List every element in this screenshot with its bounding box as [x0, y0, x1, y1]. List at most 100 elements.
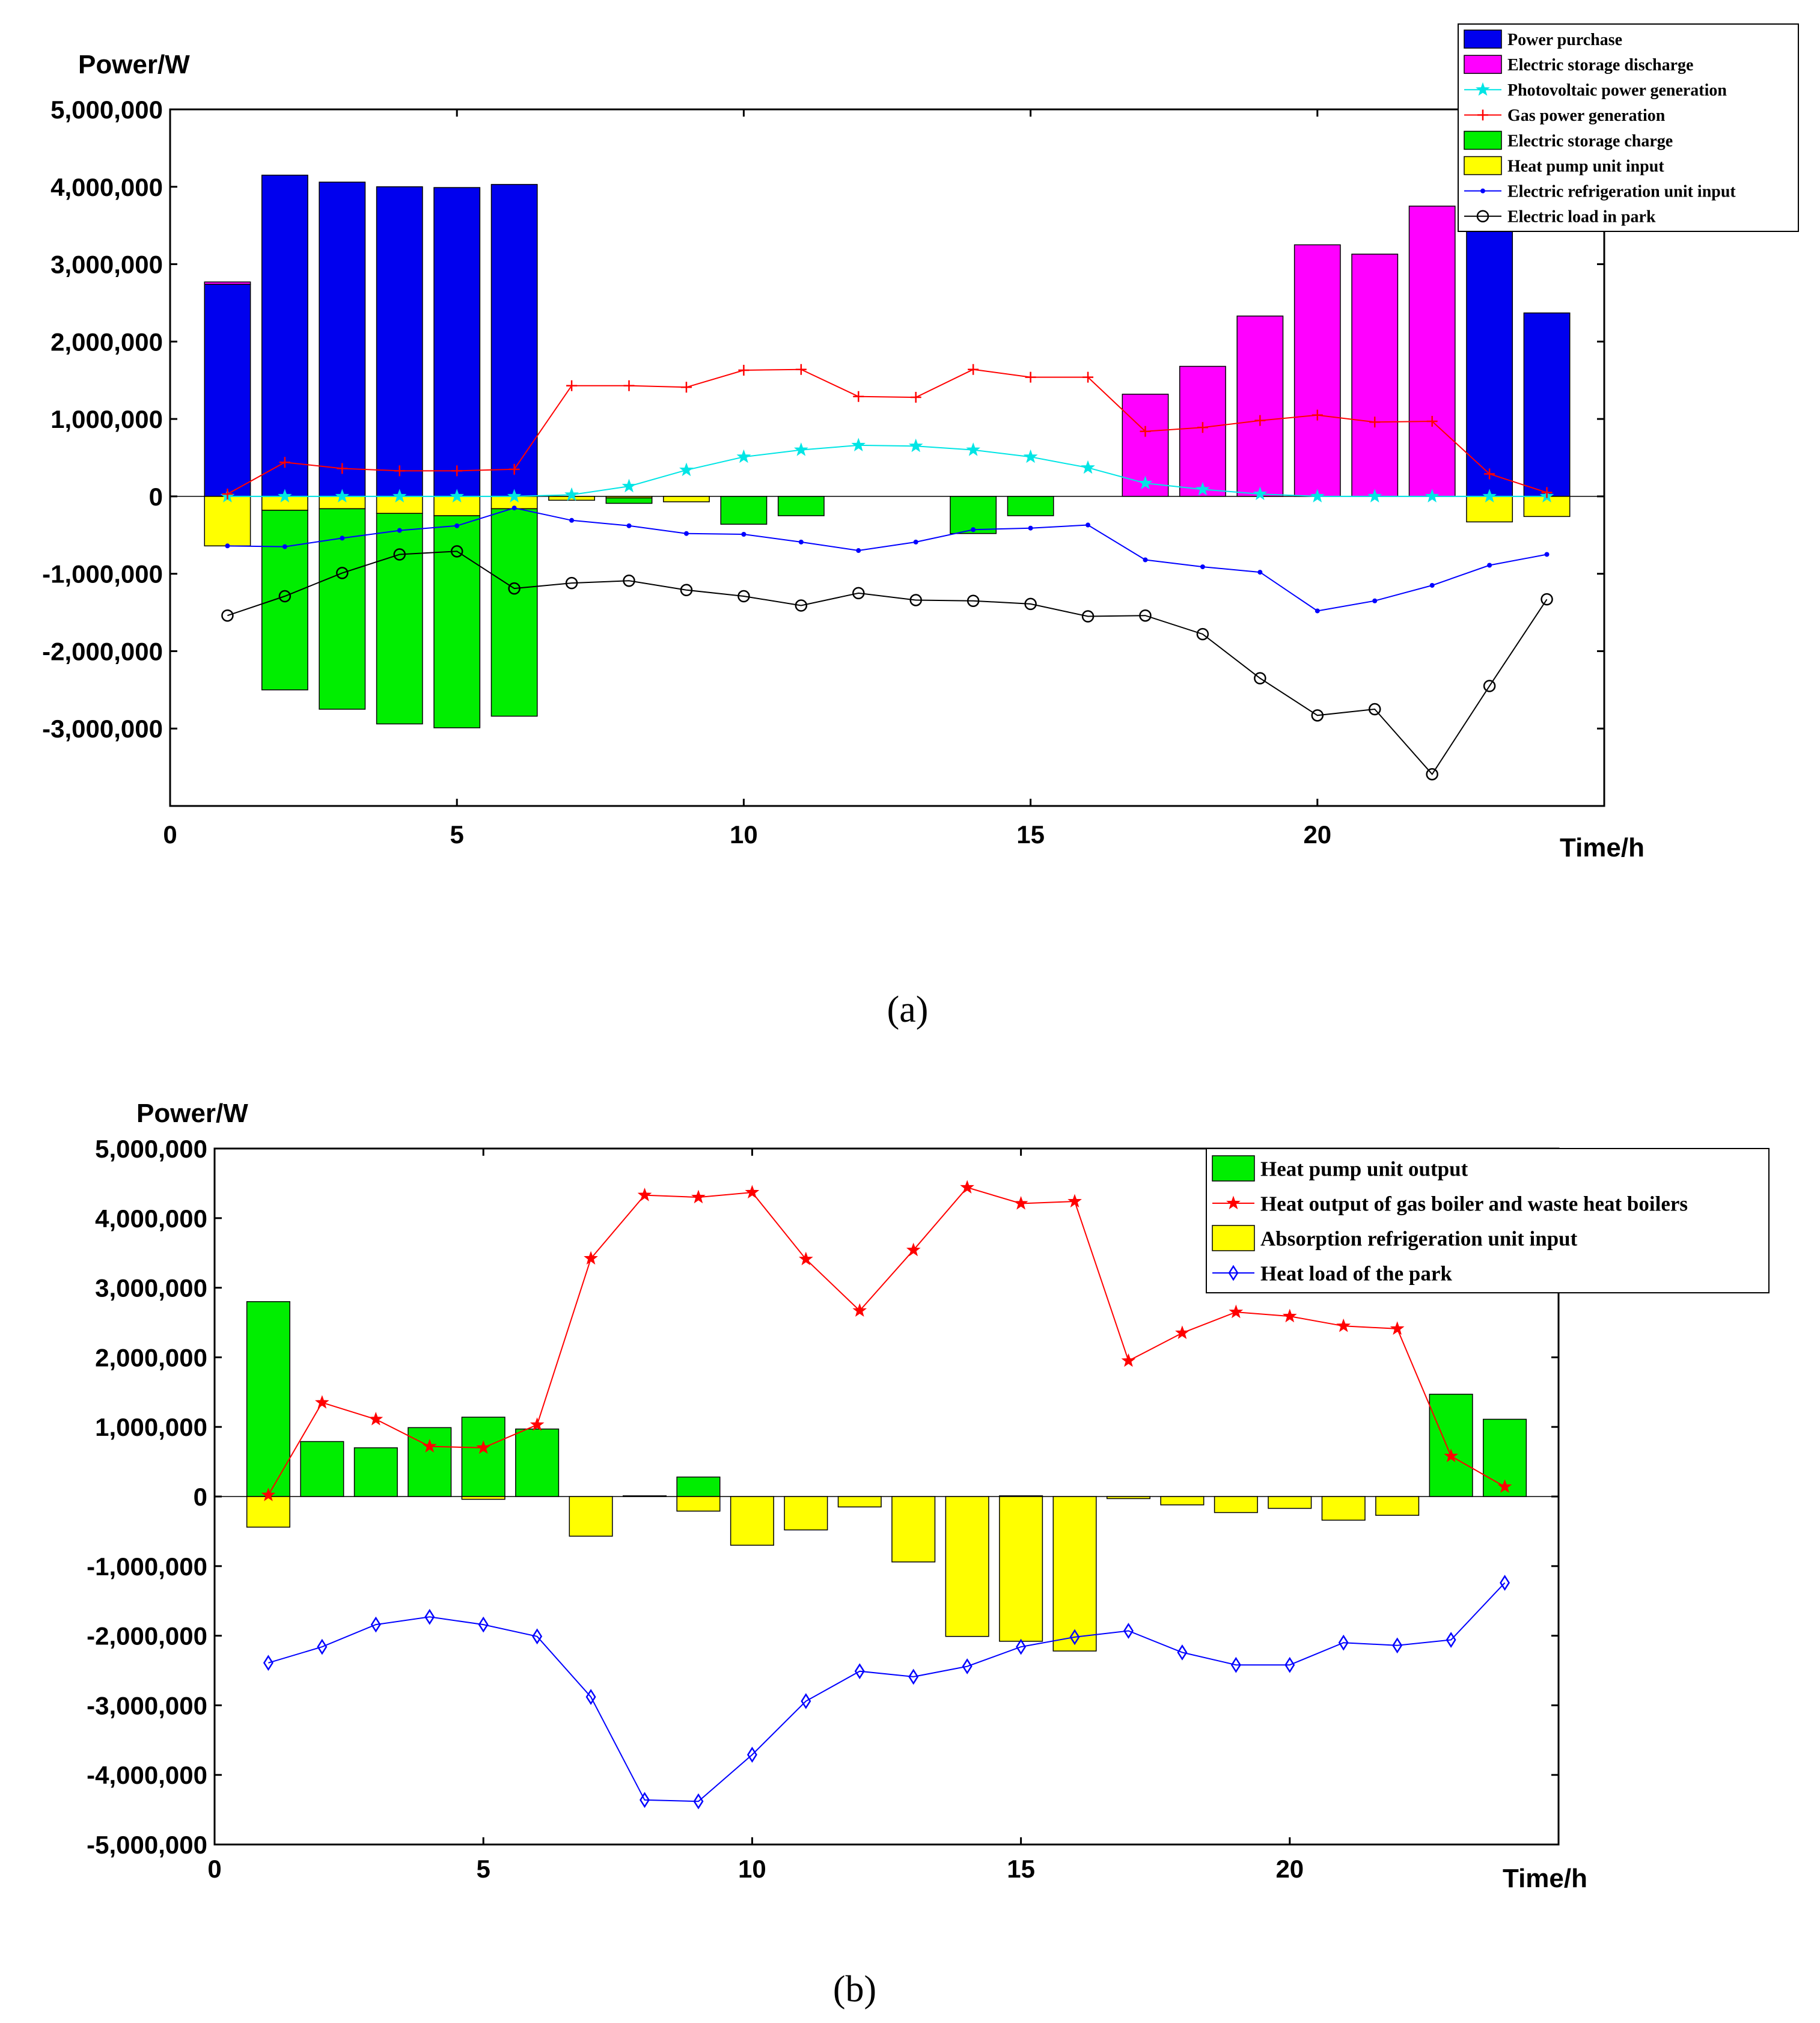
- heat-output-of-gas-boiler-and-waste-heat-boilers-point: [1067, 1194, 1082, 1208]
- heat-load-of-the-park-point: [693, 1793, 704, 1810]
- panel-a-chart: 5,000,000 4,000,000 3,000,000 2,000,000 1,00…: [42, 23, 1799, 1030]
- panel-a-x-axis-label: Time/h: [1560, 833, 1644, 862]
- photovoltaic-power-generation-point: [793, 442, 808, 456]
- power-purchase-bar: [261, 174, 308, 497]
- heat-pump-unit-input-legend-label: Heat pump unit input: [1507, 157, 1664, 175]
- electric-storage-charge-bar: [777, 496, 825, 516]
- y-tick-label: -1,000,000: [42, 560, 163, 588]
- power-purchase-bar: [490, 184, 538, 497]
- electric-refrigeration-unit-input-point: [1487, 563, 1492, 568]
- y-tick-label: 1,000,000: [95, 1413, 207, 1441]
- photovoltaic-power-generation-point: [1196, 481, 1210, 496]
- heat-output-of-gas-boiler-and-waste-heat-boilers-point: [906, 1242, 921, 1257]
- electric-load-in-park-point: [966, 594, 980, 607]
- heat-load-of-the-park-point: [908, 1668, 919, 1685]
- legend-box: [1206, 1148, 1770, 1293]
- heat-output-of-gas-boiler-and-waste-heat-boilers-point: [368, 1412, 383, 1426]
- electric-storage-discharge-bar: [1351, 254, 1399, 497]
- electric-storage-discharge-legend-swatch: [1464, 55, 1502, 74]
- electric-storage-charge-bar: [376, 513, 423, 725]
- heat-output-of-gas-boiler-and-waste-heat-boilers-point: [584, 1251, 598, 1265]
- electric-refrigeration-unit-input-point: [1200, 564, 1205, 570]
- heat-load-of-the-park-point: [1230, 1656, 1241, 1673]
- y-tick-label: 0: [194, 1483, 207, 1511]
- heat-output-of-gas-boiler-and-waste-heat-boilers-point: [745, 1185, 760, 1199]
- electric-storage-charge-bar: [720, 496, 768, 525]
- heat-load-of-the-park-legend-label: Heat load of the park: [1260, 1262, 1452, 1285]
- electric-refrigeration-unit-input-point: [798, 539, 804, 545]
- heat-output-of-gas-boiler-and-waste-heat-boilers-point: [422, 1439, 437, 1453]
- power-purchase-bar: [204, 284, 251, 497]
- heat-pump-unit-input-bar: [433, 496, 481, 516]
- heat-output-of-gas-boiler-and-waste-heat-boilers-point: [1497, 1479, 1512, 1493]
- gas-power-generation-point: [279, 457, 290, 468]
- heat-pump-unit-output-bar: [353, 1447, 398, 1497]
- heat-pump-unit-output-bar: [676, 1476, 721, 1497]
- electric-refrigeration-unit-input-legend-label: Electric refrigeration unit input: [1507, 182, 1736, 201]
- electric-storage-charge-bar: [1007, 496, 1054, 516]
- electric-refrigeration-unit-input-point: [741, 531, 747, 537]
- gas-power-generation-point: [1369, 416, 1381, 428]
- gas-power-generation-point: [910, 392, 921, 403]
- photovoltaic-power-generation-point: [1482, 489, 1497, 502]
- electric-storage-discharge-bar: [1408, 206, 1456, 497]
- y-tick-label: 4,000,000: [50, 173, 163, 201]
- y-tick-label: 0: [149, 483, 163, 511]
- heat-output-of-gas-boiler-and-waste-heat-boilers-point: [1390, 1321, 1405, 1335]
- photovoltaic-power-generation-point: [1138, 475, 1153, 490]
- heat-load-of-the-park-point: [640, 1792, 650, 1808]
- power-purchase-legend-swatch: [1464, 29, 1502, 49]
- heat-pump-unit-output-bar: [461, 1417, 505, 1497]
- y-tick-label: 4,000,000: [95, 1204, 207, 1233]
- photovoltaic-power-generation-series: [220, 438, 1554, 503]
- x-tick-label: 5: [477, 1855, 490, 1883]
- x-tick-label: 15: [1007, 1855, 1035, 1883]
- heat-output-of-gas-boiler-and-waste-heat-boilers-point: [530, 1417, 545, 1431]
- gas-power-generation-series: [222, 364, 1553, 500]
- legend-box: [1458, 23, 1799, 232]
- heat-load-of-the-park-point: [962, 1658, 973, 1674]
- heat-pump-unit-output-bar: [1429, 1394, 1473, 1497]
- absorption-refrigeration-unit-input-bar: [1160, 1496, 1205, 1506]
- electric-refrigeration-unit-input-point: [340, 536, 345, 541]
- electric-refrigeration-unit-input-point: [856, 548, 861, 554]
- electric-storage-discharge-bar: [1293, 244, 1341, 497]
- electric-refrigeration-unit-input-point: [913, 539, 918, 545]
- electric-load-in-park-point: [852, 587, 865, 600]
- heat-load-of-the-park-point: [1016, 1638, 1027, 1655]
- absorption-refrigeration-unit-input-bar: [1375, 1496, 1420, 1516]
- absorption-refrigeration-unit-input-bar: [945, 1496, 989, 1637]
- gas-power-generation-point: [1083, 371, 1094, 383]
- heat-output-of-gas-boiler-and-waste-heat-boilers-legend-label: Heat output of gas boiler and waste heat…: [1260, 1192, 1688, 1215]
- heat-output-of-gas-boiler-and-waste-heat-boilers-point: [637, 1188, 652, 1201]
- electric-refrigeration-unit-input-point: [1429, 582, 1435, 588]
- panel-b-caption: (b): [833, 1969, 876, 2010]
- heat-load-of-the-park-point: [585, 1689, 596, 1705]
- y-tick-label: -3,000,000: [42, 715, 163, 743]
- heat-load-of-the-park-point: [1500, 1575, 1510, 1591]
- photovoltaic-power-generation-point: [851, 438, 866, 451]
- x-tick-label: 10: [738, 1855, 766, 1883]
- electric-refrigeration-unit-input-point: [971, 527, 976, 532]
- y-tick-label: -4,000,000: [87, 1761, 207, 1789]
- gas-power-generation-point: [1541, 487, 1553, 498]
- electric-load-in-park-point: [1081, 610, 1095, 623]
- heat-output-of-gas-boiler-and-waste-heat-boilers-point: [1013, 1196, 1028, 1210]
- heat-output-of-gas-boiler-and-waste-heat-boilers-point: [1336, 1318, 1351, 1332]
- x-tick-label: 0: [207, 1855, 221, 1883]
- heat-output-of-gas-boiler-and-waste-heat-boilers-point: [315, 1395, 329, 1409]
- y-tick-label: -2,000,000: [87, 1622, 207, 1650]
- panel-b-x-axis-label: Time/h: [1503, 1864, 1587, 1893]
- electric-load-in-park-point: [795, 599, 808, 612]
- heat-load-of-the-park-series: [263, 1575, 1510, 1810]
- electric-load-in-park-point: [1368, 703, 1381, 716]
- power-purchase-bar: [433, 187, 481, 497]
- electric-storage-charge-legend-label: Electric storage charge: [1507, 132, 1673, 150]
- panel-b-legend: Heat pump unit output Heat output of gas …: [1206, 1148, 1770, 1293]
- photovoltaic-power-generation-point: [1081, 460, 1095, 474]
- heat-output-of-gas-boiler-and-waste-heat-boilers-point: [1229, 1304, 1244, 1319]
- heat-load-of-the-park-point: [1392, 1637, 1403, 1654]
- electric-load-in-park-series: [221, 545, 1553, 781]
- y-tick-label: 3,000,000: [50, 251, 163, 279]
